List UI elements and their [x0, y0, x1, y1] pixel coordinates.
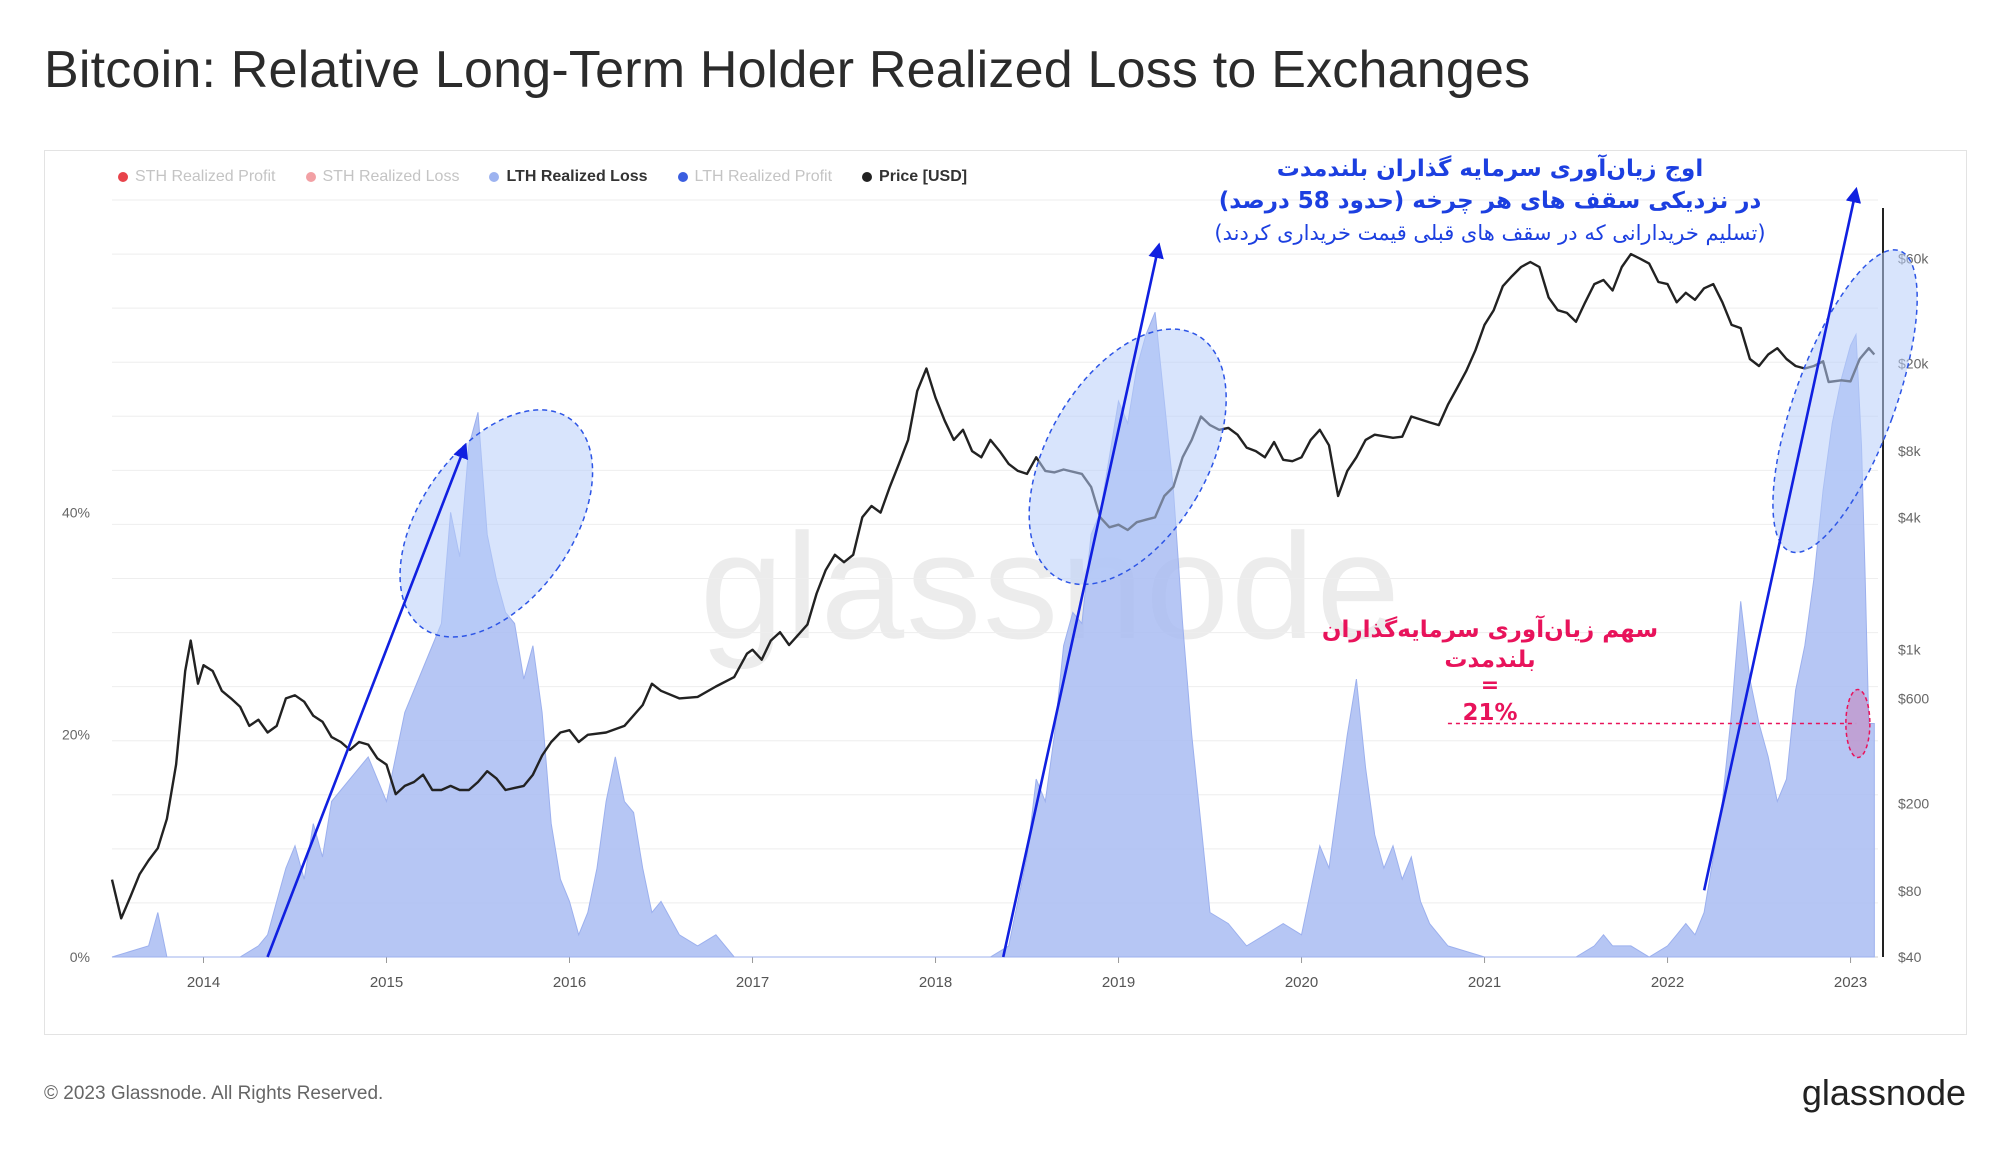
legend-label: LTH Realized Loss: [506, 168, 648, 185]
x-tick-label: 2018: [919, 974, 952, 991]
x-tick-label: 2021: [1468, 974, 1501, 991]
chart-frame: [44, 150, 1967, 1035]
legend-item-lth-realized-profit[interactable]: LTH Realized Profit: [677, 168, 833, 186]
legend: STH Realized Profit STH Realized Loss LT…: [118, 168, 967, 186]
legend-label: STH Realized Profit: [135, 168, 276, 185]
peak-annotation-line3: (تسلیم خریدارانی که در سقف های قبلی قیمت…: [1214, 221, 1766, 245]
peak-annotation-line1: اوج زیان‌آوری سرمایه گذاران بلندمدت: [1276, 156, 1704, 182]
x-tick-label: 2022: [1651, 974, 1684, 991]
y-right-tick-label: $600: [1898, 690, 1929, 706]
y-left-tick-label: 40%: [62, 504, 90, 520]
y-right-tick-label: $4k: [1898, 509, 1922, 525]
cycle-arrow-2019: [1001, 242, 1164, 958]
peak-annotation: اوج زیان‌آوری سرمایه گذاران بلندمدت در ن…: [1170, 153, 1810, 249]
y-right-tick-label: $40: [1898, 949, 1922, 965]
y-left-tick-label: 20%: [62, 727, 90, 743]
legend-label: STH Realized Loss: [322, 168, 460, 185]
share-annotation-line3: 21%: [1462, 700, 1518, 726]
copyright-footer: © 2023 Glassnode. All Rights Reserved.: [44, 1083, 384, 1104]
x-tick-label: 2020: [1285, 974, 1318, 991]
cycle-ellipse-2023: [1772, 249, 1918, 554]
y-right-tick-label: $8k: [1898, 443, 1922, 459]
legend-label: LTH Realized Profit: [694, 168, 833, 185]
y-right-tick-label: $80: [1898, 883, 1922, 899]
share-annotation-line2: =: [1480, 673, 1500, 698]
x-tick-label: 2015: [370, 974, 403, 991]
cycle-arrow-2023: [1702, 186, 1862, 891]
legend-dot: [677, 172, 688, 182]
share-annotation: سهم زیان‌آوری سرمایه‌گذاران بلندمدت = 21…: [1280, 615, 1700, 729]
y-right-tick-label: $1k: [1898, 642, 1922, 658]
y-right-tick-label: $200: [1898, 795, 1929, 811]
series-line-price: [110, 252, 1876, 920]
legend-dot: [118, 172, 128, 182]
x-tick-label: 2017: [736, 974, 769, 991]
legend-item-sth-realized-profit[interactable]: STH Realized Profit: [118, 168, 276, 186]
brand-logo: glassnode: [1801, 1072, 1966, 1113]
legend-dot: [489, 172, 500, 182]
x-tick-label: 2023: [1834, 974, 1867, 991]
cycle-ellipse-2019: [1028, 328, 1227, 586]
peak-annotation-line2: در نزدیکی سقف های هر چرخه (حدود 58 درصد): [1218, 188, 1762, 214]
legend-dot: [862, 172, 873, 182]
share-annotation-line1: سهم زیان‌آوری سرمایه‌گذاران بلندمدت: [1321, 617, 1659, 673]
legend-item-sth-realized-loss[interactable]: STH Realized Loss: [305, 168, 460, 186]
y-left-tick-label: 0%: [70, 949, 90, 965]
chart-title: Bitcoin: Relative Long-Term Holder Reali…: [44, 41, 1531, 99]
legend-item-lth-realized-loss[interactable]: LTH Realized Loss: [489, 168, 648, 186]
legend-dot: [305, 172, 316, 182]
cycle-arrow-2015: [266, 442, 468, 958]
cycle-ellipse-2015: [399, 409, 594, 638]
x-tick-label: 2014: [187, 974, 220, 991]
legend-label: Price [USD]: [879, 168, 968, 185]
legend-item-price[interactable]: Price [USD]: [862, 168, 967, 186]
x-tick-label: 2019: [1102, 974, 1135, 991]
x-tick-label: 2016: [553, 974, 586, 991]
share-marker-ellipse: [1845, 688, 1871, 759]
